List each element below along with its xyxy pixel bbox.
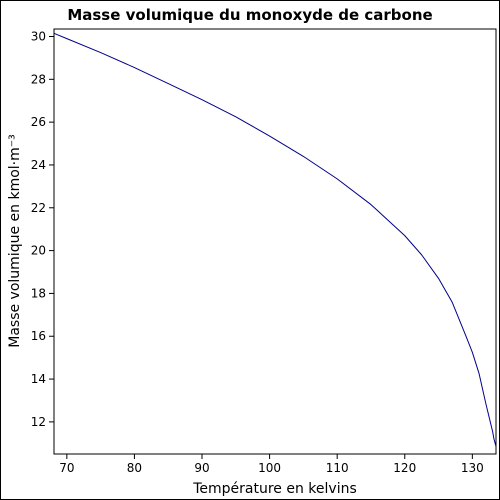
y-tick-label: 28 <box>31 72 46 86</box>
y-tick-label: 18 <box>31 286 46 300</box>
x-tick-label: 120 <box>393 461 416 475</box>
series-line <box>53 32 497 447</box>
y-axis-label: Masse volumique en kmol·m⁻³ <box>7 134 23 348</box>
y-tick-label: 12 <box>31 415 46 429</box>
x-axis-label: Température en kelvins <box>192 481 357 497</box>
y-tick-label: 16 <box>31 329 46 343</box>
series-layer <box>53 32 497 447</box>
y-tick-label: 20 <box>31 244 46 258</box>
x-tick-label: 90 <box>194 461 209 475</box>
x-tick-label: 130 <box>461 461 484 475</box>
y-tick-label: 14 <box>31 372 46 386</box>
x-tick-label: 80 <box>127 461 142 475</box>
y-tick-label: 26 <box>31 115 46 129</box>
chart-title: Masse volumique du monoxyde de carbone <box>67 6 432 24</box>
x-tick-label: 110 <box>326 461 349 475</box>
x-tick-label: 100 <box>258 461 281 475</box>
y-tick-label: 30 <box>31 29 46 43</box>
x-tick-label: 70 <box>59 461 74 475</box>
y-tick-label: 22 <box>31 201 46 215</box>
plot-area <box>53 28 497 455</box>
x-axis: 70 80 90 100 110 120 130 <box>59 454 484 475</box>
y-axis: 12 14 16 18 20 22 24 26 28 30 <box>31 29 54 429</box>
y-tick-label: 24 <box>31 158 46 172</box>
